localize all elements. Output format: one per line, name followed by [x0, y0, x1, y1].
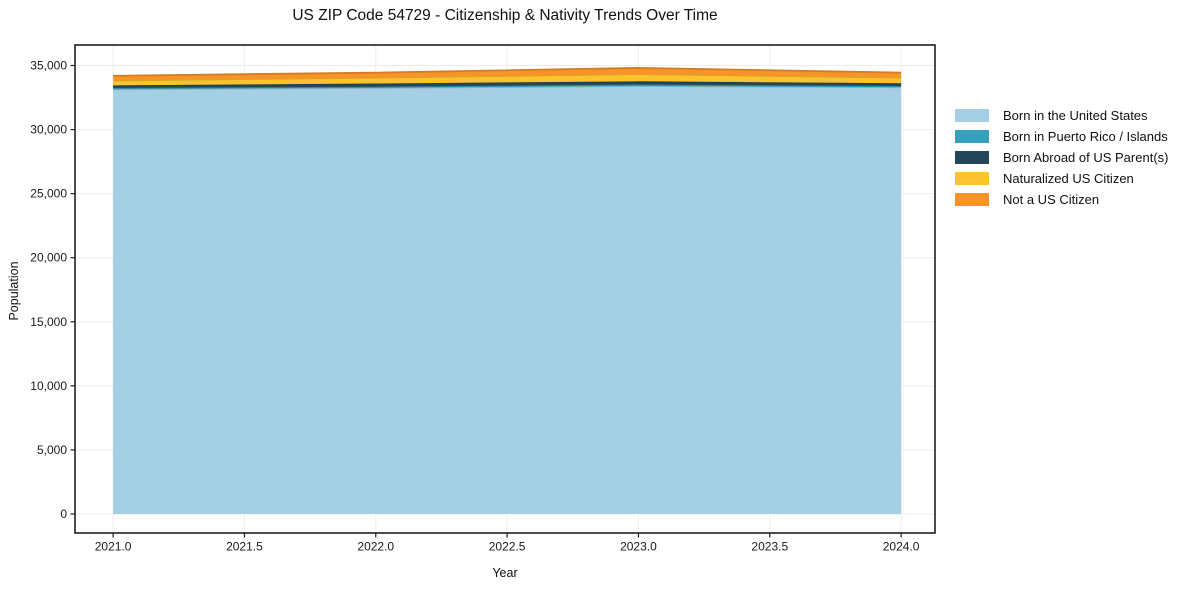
x-tick-label: 2024.0: [883, 540, 920, 554]
y-tick-label: 35,000: [30, 59, 67, 73]
y-tick-label: 0: [60, 507, 67, 521]
legend-swatch: [955, 172, 989, 185]
y-tick-label: 5,000: [37, 443, 67, 457]
area-series-0: [113, 86, 902, 514]
legend-item-label: Born in Puerto Rico / Islands: [1003, 129, 1168, 144]
area-series-3: [113, 74, 902, 86]
legend-swatch: [955, 151, 989, 164]
plot-frame: [74, 44, 936, 534]
legend-item-0: Born in the United States: [955, 108, 1168, 123]
legend-swatch: [955, 193, 989, 206]
x-tick-label: 2022.5: [489, 540, 526, 554]
x-tick-label: 2021.5: [226, 540, 263, 554]
x-axis-label: Year: [492, 566, 518, 580]
legend-item-2: Born Abroad of US Parent(s): [955, 150, 1168, 165]
y-tick-label: 25,000: [30, 187, 67, 201]
x-tick-label: 2023.5: [751, 540, 788, 554]
y-tick-label: 10,000: [30, 379, 67, 393]
x-tick-label: 2021.0: [95, 540, 132, 554]
legend-swatch: [955, 109, 989, 122]
y-tick-label: 15,000: [30, 315, 67, 329]
x-tick-label: 2022.0: [357, 540, 394, 554]
legend-swatch: [955, 130, 989, 143]
legend: Born in the United States Born in Puerto …: [955, 108, 1168, 213]
area-series-4: [113, 67, 902, 81]
legend-item-label: Not a US Citizen: [1003, 192, 1100, 207]
area-series-2: [113, 81, 902, 88]
legend-item-4: Not a US Citizen: [955, 192, 1168, 207]
legend-item-1: Born in Puerto Rico / Islands: [955, 129, 1168, 144]
y-tick-label: 20,000: [30, 251, 67, 265]
legend-item-label: Born Abroad of US Parent(s): [1003, 150, 1169, 165]
legend-item-label: Born in the United States: [1003, 108, 1148, 123]
y-tick-label: 30,000: [30, 123, 67, 137]
legend-item-3: Naturalized US Citizen: [955, 171, 1168, 186]
legend-item-label: Naturalized US Citizen: [1003, 171, 1134, 186]
x-tick-label: 2023.0: [620, 540, 657, 554]
chart-title: US ZIP Code 54729 - Citizenship & Nativi…: [292, 7, 718, 24]
y-axis-label: Population: [7, 261, 21, 321]
area-series-4-edge: [113, 67, 902, 77]
